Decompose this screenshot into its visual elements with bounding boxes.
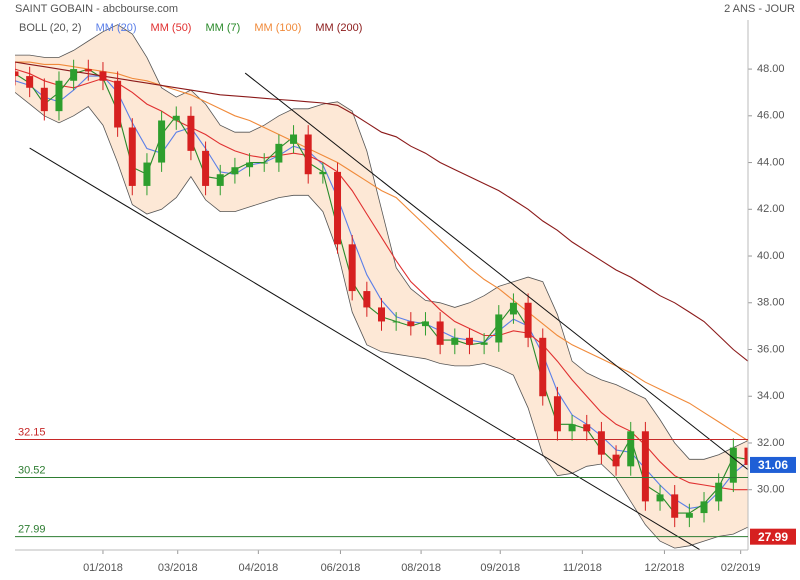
candle-body: [524, 302, 532, 338]
level-label: 30.52: [18, 464, 46, 476]
chart-subtitle: 2 ANS - JOUR: [724, 3, 795, 15]
candle-body: [202, 150, 210, 186]
candle-body: [348, 244, 356, 292]
x-tick-label: 09/2018: [480, 562, 520, 574]
overlay: 30.00 32.00 34.00 36.00 38.00 40.00 42.00 44.00…: [15, 20, 796, 574]
candle-body: [187, 115, 195, 151]
candle-body: [480, 342, 488, 345]
candle-body: [451, 337, 459, 345]
candle-body: [700, 501, 708, 514]
legend-entry: MM (7): [205, 22, 240, 34]
legend-entry: BOLL (20, 2): [19, 22, 82, 34]
y-tick-label: 38.00: [757, 297, 785, 309]
candle-body: [70, 69, 78, 81]
candle-body: [363, 291, 371, 308]
x-tick-label: 08/2018: [401, 562, 441, 574]
candle-body: [436, 321, 444, 345]
candle-body: [290, 134, 298, 144]
legend-entry: MM (50): [151, 22, 192, 34]
candle-body: [319, 171, 327, 175]
candle-body: [260, 162, 268, 164]
x-tick-label: 06/2018: [321, 562, 361, 574]
candle-body: [729, 447, 737, 483]
candle-body: [715, 482, 723, 502]
trendline: [244, 72, 748, 471]
candle-body: [128, 127, 136, 186]
candle-body: [15, 71, 19, 77]
candle-body: [172, 115, 180, 121]
y-tick-label: 40.00: [757, 250, 785, 262]
candle-body: [246, 162, 254, 168]
candle-body: [407, 321, 415, 327]
candle-body: [495, 314, 503, 343]
candle-body: [612, 454, 620, 467]
x-tick-label: 04/2018: [238, 562, 278, 574]
y-tick-label: 30.00: [757, 484, 785, 496]
x-tick-label: 11/2018: [563, 562, 602, 574]
candle-body: [465, 337, 473, 345]
candle-body: [656, 494, 664, 502]
candle-body: [55, 80, 63, 112]
y-tick-label: 44.00: [757, 156, 785, 168]
y-tick-label: 34.00: [757, 390, 785, 402]
x-tick-label: 03/2018: [158, 562, 198, 574]
chart-title: SAINT GOBAIN - abcbourse.com: [15, 3, 178, 15]
price-tag: [750, 456, 796, 473]
candle-body: [641, 431, 649, 502]
candle-body: [114, 80, 122, 128]
legend-entry: MM (20): [96, 22, 137, 34]
x-tick-label: 12/2018: [645, 562, 685, 574]
legend-entry: MM (100): [254, 22, 301, 34]
candle-body: [568, 424, 576, 432]
price-tag-label: 31.06: [758, 458, 788, 472]
legend-entry: MM (200): [315, 22, 362, 34]
y-tick-label: 46.00: [757, 110, 785, 122]
candle-body: [334, 171, 342, 245]
price-tag-label: 27.99: [758, 530, 788, 544]
candle-body: [597, 431, 605, 455]
candle-body: [509, 302, 517, 315]
ma-line: [15, 61, 748, 442]
candle-body: [143, 162, 151, 186]
x-tick-label: 02/2019: [721, 562, 761, 574]
candle-body: [216, 174, 224, 186]
level-label: 32.15: [18, 426, 46, 438]
candle-body: [627, 431, 635, 467]
candle-body: [671, 494, 679, 518]
bollinger-lower: [15, 92, 748, 549]
bollinger-fill: [15, 24, 748, 549]
candle-body: [583, 424, 591, 432]
candle-body: [275, 143, 283, 163]
price-tag: [750, 528, 796, 545]
candle-body: [421, 321, 429, 327]
candle-body: [304, 134, 312, 175]
candle-body: [231, 167, 239, 175]
y-tick-label: 36.00: [757, 343, 785, 355]
candle-body: [26, 76, 34, 88]
candle-body: [744, 447, 748, 465]
level-label: 27.99: [18, 524, 46, 536]
ma-line: [15, 61, 748, 362]
candle-body: [99, 71, 107, 81]
y-tick-label: 42.00: [757, 203, 785, 215]
candle-body: [158, 120, 166, 163]
y-tick-label: 32.00: [757, 437, 785, 449]
candle-body: [392, 321, 400, 323]
candle-body: [553, 396, 561, 432]
x-tick-label: 01/2018: [83, 562, 123, 574]
y-tick-label: 48.00: [757, 63, 785, 75]
ma-line: [15, 68, 748, 491]
candle-body: [539, 337, 547, 397]
plot-area: [15, 24, 748, 550]
trendline: [29, 147, 700, 550]
candle-body: [378, 307, 385, 322]
candle-body: [40, 87, 48, 112]
candle-body: [685, 513, 693, 518]
bollinger-upper: [15, 24, 748, 460]
candle-body: [84, 69, 92, 72]
